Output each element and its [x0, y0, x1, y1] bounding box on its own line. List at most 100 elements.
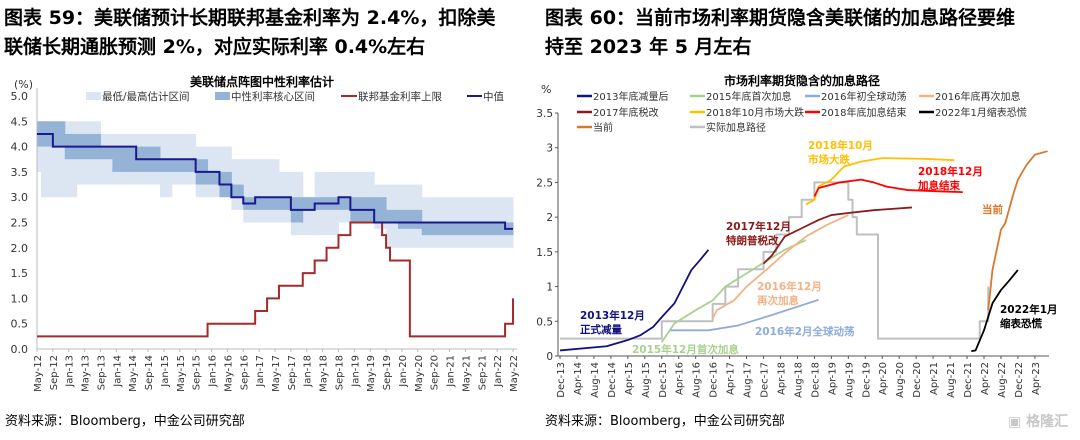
left-x-tick-label: May-16	[223, 355, 234, 392]
legend-label: 2022年1月缩表恐慌	[935, 106, 1027, 119]
left-y-tick-label: 3.5	[11, 166, 29, 179]
right-y-tick-label: 2	[546, 212, 553, 224]
left-y-tick-label: 4.0	[11, 141, 29, 154]
left-chart: 美联储点阵图中性利率估计 (%) 最低/最高估计区间 中性利率核心区间 联邦基金…	[11, 74, 521, 392]
annotation-label: 当前	[982, 203, 1003, 216]
right-x-tick-label: Apr-21	[929, 362, 940, 395]
right-x-tick-label: Dec-21	[963, 362, 974, 398]
core-band	[171, 159, 197, 172]
right-y-tick-label: 3	[546, 143, 553, 155]
annotation-label: 2016年2月全球动荡	[755, 325, 855, 338]
core-band	[278, 197, 292, 210]
left-title-line2: 联储长期通胀预测 2%，对应实际利率 0.4%左右	[4, 36, 426, 58]
core-band	[100, 146, 113, 160]
core-band	[302, 197, 316, 210]
right-x-tick-label: Aug-18	[793, 362, 804, 398]
annotation-label: 再次加息	[757, 294, 799, 307]
right-x-tick-label: Apr-19	[827, 362, 838, 395]
right-x-tick-label: Apr-20	[878, 362, 889, 395]
left-x-tick-label: May-17	[271, 355, 282, 392]
annotation-label: 2013年12月	[580, 309, 645, 322]
annotation-label: 2016年12月	[757, 280, 822, 293]
right-y-tick-label: 2.5	[536, 177, 553, 189]
core-band	[374, 197, 387, 223]
right-x-tick-label: Aug-20	[895, 362, 906, 398]
right-y-tick-label: 0.5	[536, 316, 553, 328]
right-x-tick-label: Dec-22	[1014, 362, 1025, 398]
left-y-unit: (%)	[14, 78, 33, 91]
left-x-tick-label: Jan-20	[398, 355, 409, 388]
left-x-tick-label: Jan-13	[65, 355, 76, 388]
annotation-label: 加息结束	[917, 179, 960, 192]
left-x-tick-label: May-19	[366, 355, 377, 392]
right-x-tick-label: Dec-17	[760, 362, 771, 398]
right-x-tick-label: Aug-21	[946, 362, 957, 398]
annotation-label: 市场大跌	[808, 153, 850, 166]
left-y-tick-label: 3.0	[11, 191, 29, 204]
left-x-tick-label: Sep-16	[239, 355, 250, 390]
legend-label: 实际加息路径	[706, 121, 766, 134]
left-x-tick-label: May-12	[33, 355, 44, 392]
series-line	[762, 206, 912, 265]
right-x-tick-label: Apr-17	[726, 362, 737, 395]
core-band	[231, 184, 244, 198]
watermark-logo: ▣ 格隆汇	[1008, 414, 1069, 430]
right-x-tick-label: Dec-13	[556, 362, 567, 398]
right-x-tick-label: Dec-15	[658, 362, 669, 398]
right-title-line2: 持至 2023 年 5 月左右	[545, 36, 752, 58]
right-x-tick-label: Apr-16	[675, 362, 686, 395]
legend-label: 2015年底首次加息	[706, 90, 791, 103]
right-figure-title: 图表 60：当前市场利率期货隐含美联储的加息路径要维 持至 2023 年 5 月…	[545, 4, 1015, 62]
watermark-text: 格隆汇	[1026, 414, 1069, 430]
legend-label: 2016年底再次加息	[935, 90, 1020, 103]
right-x-tick-label: Aug-22	[997, 362, 1008, 398]
left-x-tick-label: May-21	[461, 355, 472, 392]
annotation-label: 正式减量	[580, 323, 622, 336]
series-line	[661, 239, 807, 343]
annotation-label: 2017年12月	[726, 220, 791, 233]
core-band	[421, 222, 514, 236]
left-x-tick-label: May-18	[319, 355, 330, 392]
annotation-label: 特朗普税改	[726, 234, 779, 247]
left-x-tick-label: Sep-20	[430, 355, 441, 390]
right-y-tick-label: 1.5	[536, 247, 553, 259]
left-y-tick-label: 1.0	[11, 292, 29, 305]
left-y-tick-label: 2.5	[11, 217, 29, 230]
annotation-label: 2022年1月	[1000, 303, 1058, 316]
series-line	[987, 150, 1048, 311]
series-line	[559, 249, 710, 352]
core-band	[338, 197, 351, 210]
legend-label-minmax: 最低/最高估计区间	[102, 90, 190, 103]
right-x-tick-label: Dec-18	[810, 362, 821, 398]
legend-swatch-core	[215, 92, 230, 100]
left-legend: 最低/最高估计区间 中性利率核心区间 联邦基金利率上限 中值	[86, 90, 504, 103]
right-y-tick-label: 3.5	[536, 108, 553, 120]
legend-label-core: 中性利率核心区间	[231, 90, 315, 103]
left-x-tick-label: Sep-15	[192, 355, 203, 390]
right-x-tick-label: Dec-19	[861, 362, 872, 398]
legend-label: 当前	[593, 121, 613, 134]
legend-label: 2013年底减量后	[593, 90, 668, 103]
left-x-tick-label: May-20	[414, 355, 425, 392]
left-x-tick-label: May-13	[81, 355, 92, 392]
left-y-tick-label: 5.0	[11, 90, 29, 103]
left-x-tick-label: Sep-21	[477, 355, 488, 390]
right-y-unit: %	[541, 83, 551, 96]
series-line	[560, 181, 990, 340]
left-x-tick-label: Jan-19	[350, 355, 361, 388]
right-chart: 市场利率期货隐含的加息路径 % 2013年底减量后 2015年底首次加息 2016年…	[536, 73, 1057, 398]
left-x-tick-label: Sep-12	[49, 355, 60, 390]
left-x-tick-label: Jan-18	[303, 355, 314, 388]
left-x-tick-label: May-14	[128, 355, 139, 392]
right-x-tick-label: Aug-19	[844, 362, 855, 398]
right-x-tick-label: Apr-14	[573, 362, 584, 395]
right-y-tick-label: 0	[546, 351, 553, 363]
series-line	[670, 298, 819, 332]
right-x-tick-label: Aug-17	[743, 362, 754, 398]
left-x-tick-label: Sep-17	[287, 355, 298, 390]
right-x-tick-label: Apr-22	[980, 362, 991, 395]
series-line	[971, 269, 1019, 353]
core-band	[159, 159, 173, 172]
annotation-label: 2015年12月首次加息	[632, 343, 739, 356]
right-chart-title: 市场利率期货隐含的加息路径	[724, 73, 880, 88]
